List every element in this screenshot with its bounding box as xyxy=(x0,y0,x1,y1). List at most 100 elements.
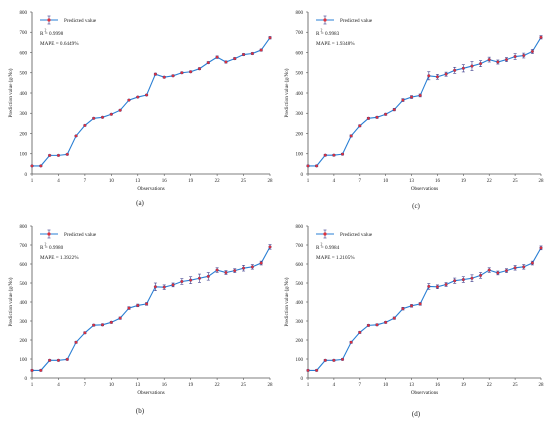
data-point xyxy=(349,134,353,138)
data-point xyxy=(136,95,140,99)
data-point xyxy=(206,274,210,278)
chart-panel-4: 0 100 200 300 400 500 600 700 800 1 4 7 10 13 16 19 22 25… xyxy=(283,225,544,418)
data-point xyxy=(504,58,509,62)
legend-label: Predicted value xyxy=(64,232,97,238)
x-axis-label: Observations xyxy=(411,390,438,396)
series-line xyxy=(308,247,542,371)
legend-label: Predicted value xyxy=(340,232,373,238)
data-point xyxy=(306,368,310,372)
data-point xyxy=(522,265,526,269)
data-point xyxy=(315,164,319,168)
x-tick-label: 19 xyxy=(188,179,194,184)
data-point xyxy=(315,368,319,372)
data-point xyxy=(250,51,254,56)
x-tick-label: 4 xyxy=(333,383,336,388)
y-tick-label: 400 xyxy=(20,301,28,306)
x-tick-label: 19 xyxy=(188,383,194,388)
data-point xyxy=(39,368,43,372)
x-tick-label: 16 xyxy=(162,179,168,184)
data-point xyxy=(435,75,439,79)
data-point xyxy=(92,323,96,327)
x-tick-label: 1 xyxy=(31,179,34,184)
y-tick-label: 200 xyxy=(296,132,304,137)
data-point xyxy=(340,152,345,156)
data-point xyxy=(215,55,219,59)
data-point xyxy=(233,57,237,61)
x-tick-label: 4 xyxy=(57,383,60,388)
r-squared-annotation: R = 0.9984 xyxy=(316,245,340,251)
data-point xyxy=(162,285,166,289)
x-tick-label: 25 xyxy=(241,179,247,184)
x-tick-label: 4 xyxy=(57,179,60,184)
mape-annotation: MAPE = 1.9348% xyxy=(316,41,355,47)
x-tick-label: 19 xyxy=(461,383,467,388)
data-point xyxy=(479,273,483,277)
data-point xyxy=(323,358,327,362)
data-point xyxy=(444,282,448,287)
x-tick-label: 13 xyxy=(409,383,415,388)
x-tick-label: 10 xyxy=(109,383,115,388)
data-point xyxy=(427,74,431,78)
x-tick-label: 22 xyxy=(215,179,221,184)
y-tick-label: 700 xyxy=(296,31,304,36)
data-point xyxy=(83,123,87,127)
x-tick-label: 1 xyxy=(31,383,34,388)
x-tick-label: 7 xyxy=(359,383,362,388)
data-point xyxy=(250,265,254,269)
y-tick-label: 300 xyxy=(20,112,28,117)
x-tick-label: 4 xyxy=(333,179,336,184)
data-point xyxy=(259,261,263,265)
x-tick-label: 13 xyxy=(135,179,141,184)
legend-marker-swatch xyxy=(323,232,327,236)
x-tick-label: 28 xyxy=(268,383,274,388)
data-point xyxy=(375,323,379,327)
data-point xyxy=(453,279,457,283)
y-tick-label: 700 xyxy=(296,244,304,249)
y-axis-label: Prediction value (g/No) xyxy=(283,68,290,117)
y-tick-label: 800 xyxy=(20,225,28,230)
y-tick-label: 700 xyxy=(20,31,28,36)
data-point xyxy=(392,316,396,320)
data-point xyxy=(418,93,422,97)
data-point xyxy=(268,245,272,249)
mape-annotation: MAPE = 0.6449% xyxy=(40,41,79,47)
chart-panel-3: 0 100 200 300 400 500 600 700 800 1 4 7 10 13 16 19 22 25… xyxy=(7,225,273,415)
y-tick-label: 500 xyxy=(296,282,304,287)
data-point xyxy=(171,74,175,78)
data-point xyxy=(427,284,431,288)
legend: Predicted value xyxy=(40,229,97,239)
data-point xyxy=(366,323,370,327)
data-point xyxy=(268,36,272,40)
panel-label: (c) xyxy=(412,202,420,210)
data-point xyxy=(100,323,105,327)
r-squared-superscript: 2 xyxy=(321,29,323,33)
data-point xyxy=(358,330,362,334)
data-point xyxy=(513,54,517,59)
legend-marker-swatch xyxy=(47,232,51,236)
data-point xyxy=(153,72,157,76)
data-point xyxy=(487,58,491,62)
data-point xyxy=(189,278,193,282)
legend-label: Predicted value xyxy=(64,18,97,24)
data-point xyxy=(74,340,78,344)
y-tick-label: 200 xyxy=(20,132,28,137)
data-point xyxy=(522,53,526,58)
data-point xyxy=(74,134,78,138)
x-tick-label: 16 xyxy=(435,383,441,388)
data-point xyxy=(496,271,500,275)
legend-marker-swatch xyxy=(47,18,51,22)
data-point xyxy=(215,268,219,272)
data-point xyxy=(197,276,202,280)
data-point xyxy=(109,112,113,116)
y-tick-label: 300 xyxy=(296,112,304,117)
x-tick-label: 25 xyxy=(513,383,519,388)
data-point xyxy=(224,60,228,64)
data-point xyxy=(332,153,336,157)
y-tick-label: 500 xyxy=(296,72,304,77)
x-tick-label: 16 xyxy=(435,179,441,184)
legend: Predicted value xyxy=(316,229,373,239)
data-point xyxy=(30,368,34,372)
y-tick-label: 400 xyxy=(296,92,304,97)
